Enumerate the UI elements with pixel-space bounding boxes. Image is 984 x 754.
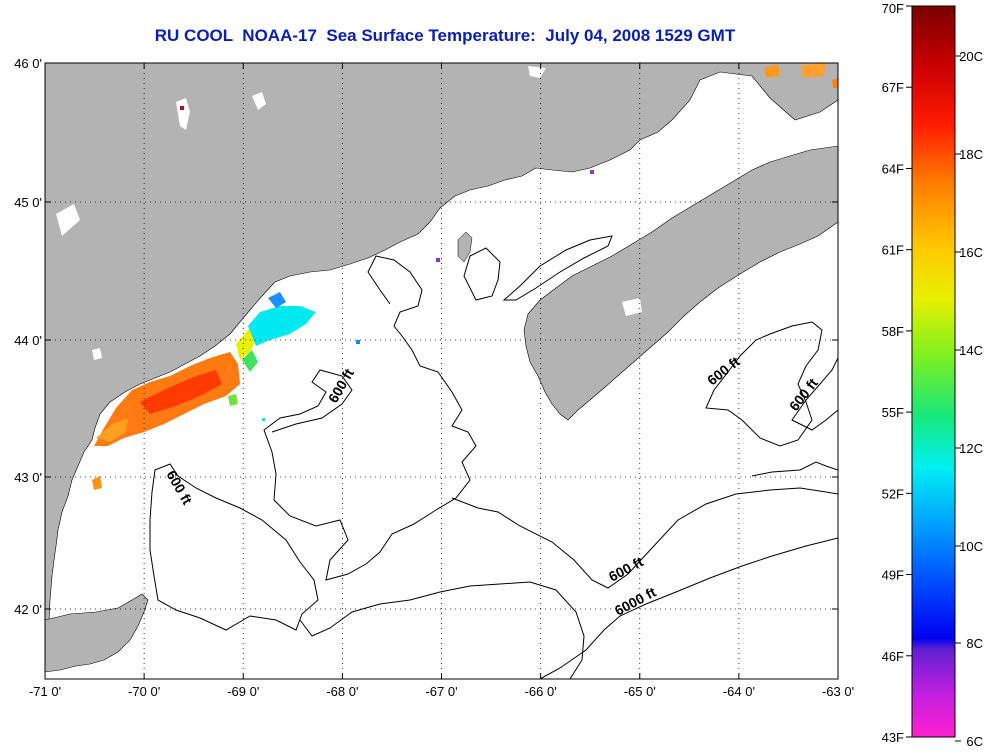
colorbar-f-label: 61F (882, 243, 904, 258)
grand-manan-land (457, 231, 473, 263)
sst-patch-orange (96, 418, 128, 442)
lon-tick-label: -71 0' (29, 684, 61, 699)
lon-tick-label: -67 0' (425, 684, 457, 699)
sst-patch-green-2 (228, 394, 238, 406)
lon-tick-label: -63 0' (822, 684, 854, 699)
contour-600ft-browns (451, 487, 838, 589)
colorbar-f-label: 49F (882, 568, 904, 583)
colorbar-f-label: 58F (882, 324, 904, 339)
colorbar-c-label: 20C (959, 49, 983, 64)
lon-tick-label: -69 0' (227, 684, 259, 699)
contour-600ft-west (149, 463, 319, 631)
colorbar-f-label: 70F (882, 1, 904, 16)
lon-tick-label: -64 0' (723, 684, 755, 699)
lat-tick-label: 45 0' (14, 195, 42, 210)
lake (528, 66, 546, 78)
contour-600ft-scotian (705, 321, 823, 447)
lat-tick-label: 44 0' (14, 333, 42, 348)
colorbar-c-label: 6C (966, 734, 983, 749)
colorbar-c-label: 18C (959, 147, 983, 162)
lon-tick-label: -68 0' (326, 684, 358, 699)
lake (176, 98, 190, 130)
lake (252, 92, 266, 110)
bathymetry-contours (149, 235, 838, 679)
lon-tick-label: -70 0' (128, 684, 160, 699)
sst-patch-ne-corner-2 (800, 63, 826, 78)
sst-patch-green (242, 350, 258, 372)
latitude-axis: 46 0' 45 0' 44 0' 43 0' 42 0' (14, 56, 838, 617)
lake (56, 204, 80, 236)
sst-speck-red (180, 106, 184, 110)
sst-patch-cyan (248, 306, 316, 346)
colorbar-c-label: 14C (959, 343, 983, 358)
colorbar-f-label: 46F (882, 649, 904, 664)
contour-shelf-edge-east (751, 461, 838, 477)
sst-patch-ne-corner (764, 64, 780, 78)
lake (622, 298, 642, 316)
graticule (45, 63, 838, 679)
colorbar-c-label: 8C (966, 636, 983, 651)
mainland-land (45, 63, 838, 661)
sst-patch-southern (92, 476, 102, 490)
sst-patch-ne-edge (832, 78, 838, 88)
sst-patch-hot (140, 370, 222, 414)
lon-tick-label: -66 0' (525, 684, 557, 699)
lat-tick-label: 42 0' (14, 602, 42, 617)
colorbar-c-label: 12C (959, 441, 983, 456)
contour-6000ft (539, 537, 838, 679)
contour-600ft-georges (299, 581, 585, 679)
sst-patch-blue (268, 292, 286, 308)
sst-speck-purple (436, 258, 440, 262)
nova-scotia-land (523, 145, 838, 421)
colorbar-f-label: 43F (882, 730, 904, 745)
colorbar-f-label: 64F (882, 161, 904, 176)
lat-tick-label: 46 0' (14, 56, 42, 71)
sst-speck-blue (356, 340, 360, 344)
sst-speck-purple-2 (590, 170, 594, 174)
colorbar-gradient (911, 5, 956, 738)
chart-title: RU COOL NOAA-17 Sea Surface Temperature:… (154, 26, 736, 45)
contour-600ft-east (791, 357, 838, 431)
contour-fundy (502, 235, 613, 301)
sst-speck-cyan (262, 418, 265, 421)
colorbar-fahrenheit-labels: 70F 67F 64F 61F 58F 55F 52F 49F 46F 43F (882, 1, 912, 745)
colorbar-f-label: 55F (882, 405, 904, 420)
contour-600ft-central (263, 255, 477, 581)
lat-tick-label: 43 0' (14, 470, 42, 485)
colorbar-celsius-labels: 20C 18C 16C 14C 12C 10C 8C 6C (955, 49, 983, 749)
sst-data (92, 63, 838, 490)
colorbar-f-label: 52F (882, 486, 904, 501)
colorbar: 70F 67F 64F 61F 58F 55F 52F 49F 46F 43F 20C 18C 16C… (882, 1, 983, 749)
colorbar-c-label: 16C (959, 245, 983, 260)
contour-basin-east (463, 247, 501, 301)
colorbar-c-label: 10C (959, 539, 983, 554)
colorbar-f-label: 67F (882, 80, 904, 95)
lake (92, 348, 102, 360)
lon-tick-label: -65 0' (624, 684, 656, 699)
longitude-axis: -71 0' -70 0' -69 0' -68 0' -67 0' -66 0' -65 … (29, 63, 854, 699)
map-layers (45, 63, 838, 679)
